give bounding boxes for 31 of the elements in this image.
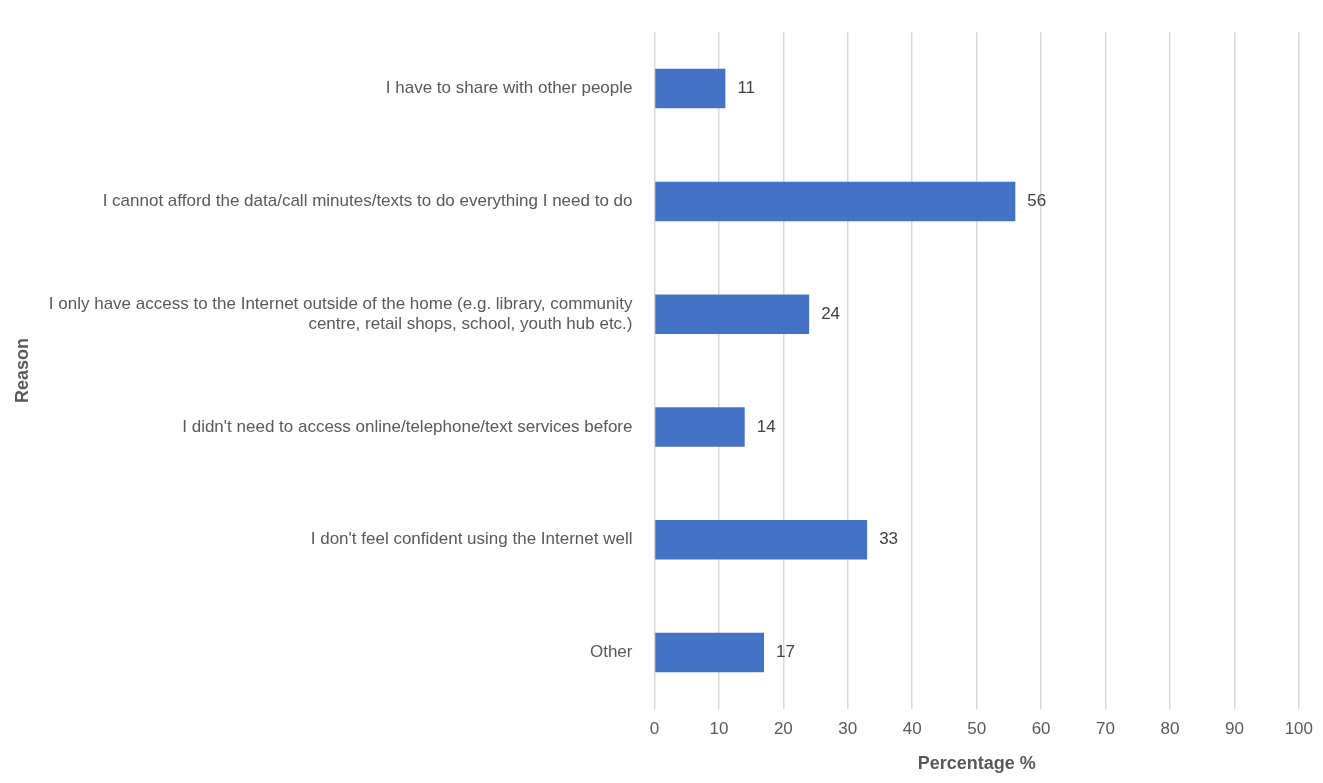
bar: [655, 407, 745, 447]
data-label: 33: [879, 529, 899, 549]
data-label: 17: [776, 642, 795, 662]
data-label: 24: [821, 303, 841, 323]
y-tick-label: I didn't need to access online/telephone/text services before: [182, 416, 633, 436]
x-tick-label: 50: [967, 718, 987, 738]
x-tick-label: 70: [1096, 718, 1115, 738]
y-tick-label: I don't feel confident using the Internet well: [310, 529, 633, 549]
x-axis-title: Percentage %: [917, 753, 1036, 774]
bar: [655, 181, 1016, 222]
x-tick-label: 60: [1031, 718, 1051, 738]
y-tick-label: I have to share with other people: [385, 78, 633, 98]
x-tick-label: 20: [773, 718, 793, 738]
y-tick-label: Other: [589, 642, 633, 662]
bar: [655, 632, 765, 673]
data-label: 11: [737, 78, 756, 98]
x-tick-label: 30: [838, 718, 858, 738]
x-tick-label: 40: [902, 718, 922, 738]
bar: [655, 68, 726, 109]
data-label: 14: [756, 416, 776, 436]
bar: [655, 294, 810, 334]
x-tick-label: 80: [1160, 718, 1180, 738]
data-label: 56: [1027, 191, 1047, 211]
bar: [655, 520, 868, 560]
x-tick-label: 10: [709, 718, 729, 738]
y-axis-title: Reason: [11, 338, 32, 404]
y-tick-label: I only have access to the Internet outside of the home (e.g. library, community centre, retail shops, school, youth hub etc.): [48, 293, 633, 334]
x-tick-label: 90: [1224, 718, 1244, 738]
x-tick-label: 0: [649, 718, 660, 738]
y-tick-label: I cannot afford the data/call minutes/texts to do everything I need to do: [102, 191, 633, 211]
x-tick-label: 100: [1284, 718, 1314, 738]
